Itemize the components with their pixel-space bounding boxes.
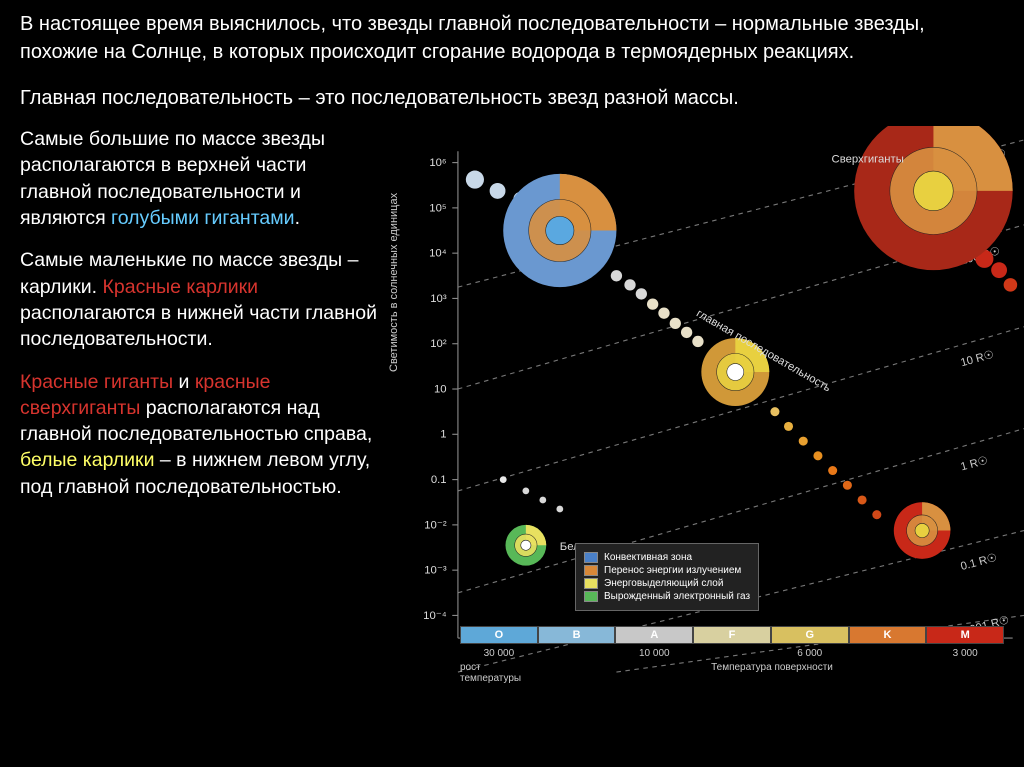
red-giants-term: Красные гиганты bbox=[20, 371, 173, 393]
legend-row: Перенос энергии излучением bbox=[584, 565, 750, 576]
svg-text:10⁻⁴: 10⁻⁴ bbox=[423, 610, 447, 622]
legend-swatch bbox=[584, 552, 598, 563]
spectral-class-B: B bbox=[538, 626, 616, 644]
y-ticks: 10⁶ 10⁵ 10⁴ 10³ 10² 10 1 0.1 10⁻² 10⁻³ 10⁻⁴ bbox=[423, 157, 458, 622]
legend-swatch bbox=[584, 578, 598, 589]
svg-text:0.1: 0.1 bbox=[431, 474, 447, 486]
paragraph-2: Главная последовательность – это последо… bbox=[20, 84, 1004, 112]
x-axis-label: Температура поверхности bbox=[540, 662, 1004, 684]
spectral-class-G: G bbox=[771, 626, 849, 644]
content-row: Самые большие по массе звезды располагаю… bbox=[0, 126, 1024, 686]
left-column: Самые большие по массе звезды располагаю… bbox=[20, 126, 390, 686]
legend-label: Энерговыделяющий слой bbox=[604, 578, 723, 589]
svg-text:10²: 10² bbox=[430, 338, 447, 350]
legend-swatch bbox=[584, 591, 598, 602]
spectral-class-A: A bbox=[615, 626, 693, 644]
legend-row: Конвективная зона bbox=[584, 552, 750, 563]
intro-text: В настоящее время выяснилось, что звезды… bbox=[0, 0, 1024, 112]
svg-text:1: 1 bbox=[440, 429, 446, 441]
spectral-class-M: M bbox=[926, 626, 1004, 644]
svg-text:0.1 R☉: 0.1 R☉ bbox=[959, 552, 998, 573]
hr-diagram: Светимость в солнечных единицах 10⁶10⁵10… bbox=[390, 126, 1024, 686]
blue-giants-term: голубыми гигантами bbox=[111, 207, 295, 229]
spectral-class-F: F bbox=[693, 626, 771, 644]
svg-text:10³: 10³ bbox=[430, 293, 447, 305]
svg-text:10⁻²: 10⁻² bbox=[424, 519, 447, 531]
white-dwarfs-term: белые карлики bbox=[20, 449, 154, 471]
legend-row: Энерговыделяющий слой bbox=[584, 578, 750, 589]
supergiants-label: Сверхгиганты bbox=[832, 154, 904, 166]
legend-label: Перенос энергии излучением bbox=[604, 565, 741, 576]
svg-text:10⁶: 10⁶ bbox=[429, 157, 446, 169]
svg-text:10⁵: 10⁵ bbox=[429, 202, 446, 214]
svg-text:10⁴: 10⁴ bbox=[429, 248, 447, 260]
spectral-class-O: O bbox=[460, 626, 538, 644]
red-dwarfs-term: Красные карлики bbox=[103, 276, 259, 298]
bottom-labels: рост температуры Температура поверхности bbox=[460, 662, 1004, 684]
legend-label: Конвективная зона bbox=[604, 552, 692, 563]
left-para-2: Самые маленькие по массе звезды – карлик… bbox=[20, 247, 380, 352]
svg-text:10⁻³: 10⁻³ bbox=[424, 565, 447, 577]
legend: Конвективная зона Перенос энергии излучен… bbox=[575, 543, 759, 611]
legend-label: Вырожденный электронный газ bbox=[604, 591, 750, 602]
legend-row: Вырожденный электронный газ bbox=[584, 591, 750, 602]
white-dwarf-dots bbox=[500, 476, 563, 512]
legend-swatch bbox=[584, 565, 598, 576]
y-axis-label: Светимость в солнечных единицах bbox=[388, 193, 400, 372]
spectral-class-K: K bbox=[849, 626, 927, 644]
spectral-bar: OBAFGKM bbox=[460, 626, 1004, 644]
growth-label: рост температуры bbox=[460, 662, 540, 684]
svg-text:1 R☉: 1 R☉ bbox=[959, 455, 989, 474]
left-para-1: Самые большие по массе звезды располагаю… bbox=[20, 126, 380, 231]
left-para-3: Красные гиганты и красные сверхгиганты р… bbox=[20, 369, 380, 501]
svg-text:10 R☉: 10 R☉ bbox=[959, 349, 995, 369]
paragraph-1: В настоящее время выяснилось, что звезды… bbox=[20, 10, 1004, 66]
svg-text:10: 10 bbox=[434, 383, 447, 395]
